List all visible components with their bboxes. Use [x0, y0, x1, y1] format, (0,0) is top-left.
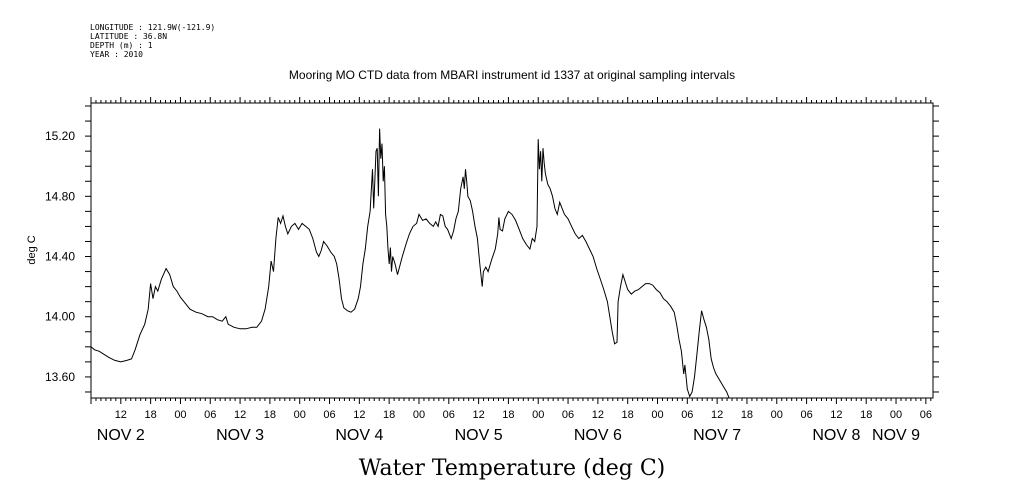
- y-axis-label: deg C: [26, 235, 38, 264]
- x-hour-label: 06: [204, 409, 216, 421]
- chart-title: Mooring MO CTD data from MBARI instrumen…: [289, 68, 735, 82]
- x-hour-label: 06: [443, 409, 455, 421]
- x-hour-label: 06: [681, 409, 693, 421]
- x-hour-label: 12: [115, 409, 127, 421]
- y-tick-label: 14.80: [45, 189, 75, 203]
- x-hour-label: 18: [502, 409, 514, 421]
- x-day-label: NOV 2: [97, 427, 145, 444]
- y-tick-label: 14.40: [45, 250, 75, 264]
- x-hour-label: 12: [353, 409, 365, 421]
- x-hour-label: 18: [741, 409, 753, 421]
- latitude-text: LATITUDE : 36.8N: [90, 32, 167, 41]
- x-hour-label: 06: [562, 409, 574, 421]
- x-hour-label: 12: [234, 409, 246, 421]
- y-tick-label: 13.60: [45, 370, 75, 384]
- x-hour-label: 00: [294, 409, 306, 421]
- x-hour-label: 12: [830, 409, 842, 421]
- x-hour-label: 06: [920, 409, 932, 421]
- y-tick-label: 15.20: [45, 129, 75, 143]
- x-hour-label: 00: [174, 409, 186, 421]
- temperature-series-line: [90, 128, 933, 399]
- x-hour-label: 06: [323, 409, 335, 421]
- x-day-label: NOV 3: [216, 427, 264, 444]
- x-hour-label: 00: [413, 409, 425, 421]
- y-axis: 13.60 14.00 14.40 14.80 15.20: [45, 105, 939, 393]
- x-axis-title: Water Temperature (deg C): [359, 456, 666, 481]
- x-hour-label: 18: [622, 409, 634, 421]
- x-hour-label: 00: [651, 409, 663, 421]
- x-hour-label: 18: [860, 409, 872, 421]
- x-axis: 12 18 00 06 12 18 00 06 12 18 00 06 12 18 00 06 12 18 00 06…: [97, 409, 932, 444]
- x-day-label: NOV 4: [335, 427, 383, 444]
- x-day-label: NOV 7: [693, 427, 741, 444]
- x-hour-label: 12: [711, 409, 723, 421]
- x-hour-label: 12: [592, 409, 604, 421]
- x-hour-label: 18: [383, 409, 395, 421]
- year-text: YEAR : 2010: [90, 50, 143, 59]
- metadata-block: LONGITUDE : 121.9W(-121.9) LATITUDE : 36…: [90, 23, 215, 59]
- plot-frame: [90, 102, 934, 399]
- x-day-label: NOV 5: [455, 427, 503, 444]
- x-day-label: NOV 9: [872, 427, 920, 444]
- x-hour-label: 12: [472, 409, 484, 421]
- minor-ticks: [90, 97, 932, 404]
- y-tick-label: 14.00: [45, 310, 75, 324]
- x-hour-label: 00: [771, 409, 783, 421]
- x-hour-label: 06: [800, 409, 812, 421]
- x-day-label: NOV 8: [812, 427, 860, 444]
- x-hour-label: 00: [532, 409, 544, 421]
- depth-text: DEPTH (m) : 1: [90, 41, 153, 50]
- x-hour-label: 18: [264, 409, 276, 421]
- series-layer: [90, 128, 933, 399]
- x-day-label: NOV 6: [574, 427, 622, 444]
- x-hour-label: 00: [890, 409, 902, 421]
- x-hour-label: 18: [145, 409, 157, 421]
- longitude-text: LONGITUDE : 121.9W(-121.9): [90, 23, 215, 32]
